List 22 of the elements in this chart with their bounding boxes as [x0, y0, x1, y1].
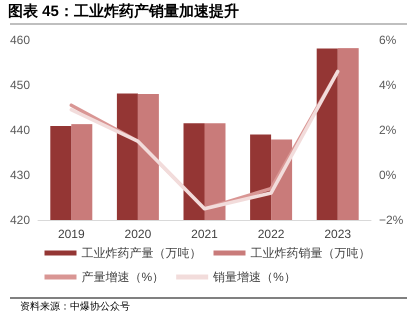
y2-tick-label: 4%	[379, 78, 397, 92]
y-tick-label: 450	[10, 78, 30, 92]
x-tick-label: 2019	[58, 227, 85, 241]
legend-label: 销量增速（%）	[212, 270, 296, 284]
y-tick-label: 430	[10, 168, 30, 182]
y-tick-label: 440	[10, 123, 30, 137]
line-series	[70, 70, 340, 210]
legend-label: 工业炸药销量（万吨）	[250, 246, 370, 260]
x-tick-label: 2022	[258, 227, 285, 241]
y-tick-label: 460	[10, 33, 30, 47]
y-tick-label: 420	[10, 213, 30, 227]
x-tick-label: 2023	[324, 227, 352, 241]
y2-tick-label: −2%	[379, 213, 404, 227]
chart-title: 图表 45：工业炸药产销量加速提升	[8, 3, 239, 20]
y2-tick-label: 0%	[379, 168, 397, 182]
x-tick-label: 2021	[191, 227, 218, 241]
x-tick-label: 2020	[124, 227, 152, 241]
text: 资料来源：中爆协公众号	[20, 300, 130, 312]
y2-tick-label: 6%	[379, 33, 397, 47]
legend-label: 工业炸药产量（万吨）	[82, 246, 202, 260]
y2-tick-label: 2%	[379, 123, 397, 137]
legend-label: 产量增速（%）	[82, 270, 164, 284]
